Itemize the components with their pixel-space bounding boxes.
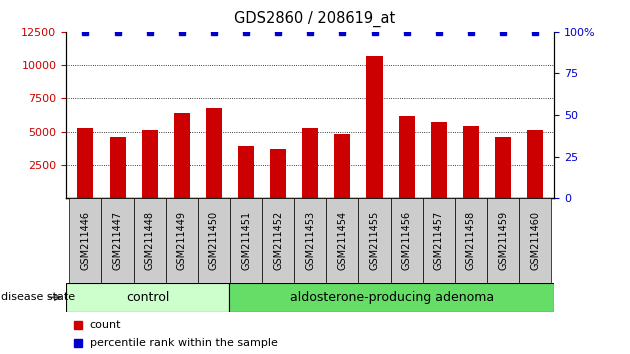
Bar: [431, 122, 447, 198]
Bar: [487, 198, 519, 283]
Bar: [77, 128, 93, 198]
Text: GDS2860 / 208619_at: GDS2860 / 208619_at: [234, 11, 396, 27]
Bar: [527, 130, 543, 198]
Bar: [335, 135, 350, 198]
Bar: [399, 116, 415, 198]
Bar: [326, 198, 358, 283]
Text: GSM211459: GSM211459: [498, 211, 508, 270]
Text: count: count: [89, 320, 121, 330]
Bar: [391, 198, 423, 283]
Text: GSM211450: GSM211450: [209, 211, 219, 270]
Bar: [229, 283, 554, 312]
Bar: [262, 198, 294, 283]
Bar: [206, 108, 222, 198]
Text: GSM211448: GSM211448: [145, 211, 155, 270]
Text: GSM211453: GSM211453: [306, 211, 315, 270]
Text: GSM211452: GSM211452: [273, 211, 283, 270]
Bar: [302, 128, 318, 198]
Text: GSM211454: GSM211454: [338, 211, 347, 270]
Text: GSM211451: GSM211451: [241, 211, 251, 270]
Bar: [198, 198, 230, 283]
Bar: [230, 198, 262, 283]
Bar: [495, 137, 511, 198]
Bar: [423, 198, 455, 283]
Bar: [463, 126, 479, 198]
Bar: [367, 56, 382, 198]
Bar: [294, 198, 326, 283]
Bar: [66, 283, 229, 312]
Bar: [166, 198, 198, 283]
Text: percentile rank within the sample: percentile rank within the sample: [89, 338, 277, 348]
Bar: [101, 198, 134, 283]
Bar: [174, 113, 190, 198]
Bar: [142, 130, 158, 198]
Bar: [134, 198, 166, 283]
Bar: [519, 198, 551, 283]
Text: GSM211446: GSM211446: [81, 211, 91, 270]
Bar: [238, 146, 254, 198]
Text: GSM211460: GSM211460: [530, 211, 540, 270]
Text: GSM211456: GSM211456: [402, 211, 411, 270]
Text: control: control: [126, 291, 169, 304]
Text: GSM211447: GSM211447: [113, 211, 123, 270]
Bar: [110, 137, 125, 198]
Text: disease state: disease state: [1, 292, 76, 302]
Bar: [358, 198, 391, 283]
Text: GSM211449: GSM211449: [177, 211, 186, 270]
Text: GSM211457: GSM211457: [434, 211, 444, 270]
Bar: [270, 149, 286, 198]
Text: GSM211455: GSM211455: [370, 211, 379, 270]
Text: GSM211458: GSM211458: [466, 211, 476, 270]
Bar: [69, 198, 101, 283]
Bar: [455, 198, 487, 283]
Text: aldosterone-producing adenoma: aldosterone-producing adenoma: [290, 291, 494, 304]
